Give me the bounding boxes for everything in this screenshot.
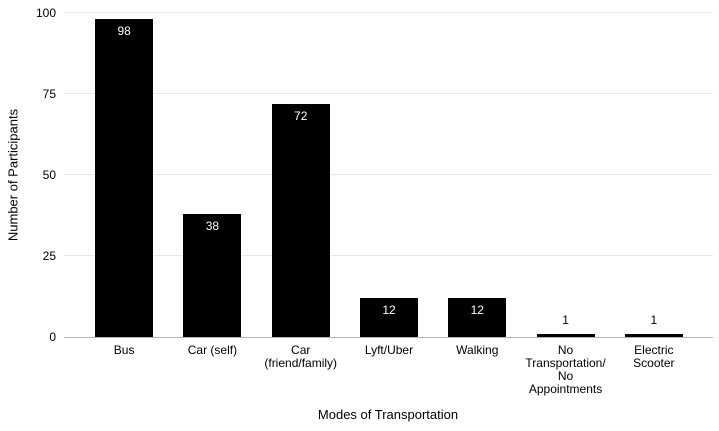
category-label-car-self: Car (self) bbox=[168, 344, 256, 396]
category-label-line: Scooter bbox=[633, 356, 675, 370]
category-label-line: Appointments bbox=[528, 382, 603, 396]
y-tick-label-100: 100 bbox=[35, 6, 56, 20]
bar-value-label: 12 bbox=[382, 303, 396, 317]
bar-value-label: 38 bbox=[205, 219, 220, 233]
category-label-line: Car bbox=[291, 343, 311, 357]
category-label-lyft-uber: Lyft/Uber bbox=[345, 344, 433, 396]
gridline-y-50 bbox=[64, 174, 713, 175]
bar-walking: 12 bbox=[448, 298, 507, 337]
y-tick-label-0: 0 bbox=[49, 330, 56, 344]
category-label-line: No bbox=[557, 369, 574, 383]
bar-value-label: 1 bbox=[650, 313, 658, 327]
gridline-y-25 bbox=[64, 255, 713, 256]
bar-no-transportation-no-appointments bbox=[536, 334, 595, 337]
y-axis-tick-labels: 0 25 50 75 100 bbox=[0, 6, 56, 344]
bar-car-self: 38 bbox=[183, 214, 242, 337]
y-tick-label-75: 75 bbox=[42, 87, 56, 101]
bar-value-label: 98 bbox=[117, 24, 131, 38]
gridline-y-75 bbox=[64, 93, 713, 94]
bar-bus: 98 bbox=[95, 19, 154, 337]
gridline-y-100 bbox=[64, 12, 713, 13]
category-label-no-transportation-no-appointments: No Transportation/No Appointments bbox=[521, 344, 609, 396]
bar-value-label: 12 bbox=[470, 303, 484, 317]
y-tick-label-25: 25 bbox=[42, 249, 56, 263]
y-tick-label-50: 50 bbox=[42, 168, 56, 182]
category-label-line: Electric bbox=[634, 343, 674, 357]
category-label-walking: Walking bbox=[433, 344, 521, 396]
bar-value-label: 72 bbox=[294, 109, 308, 123]
bar-electric-scooter bbox=[624, 334, 683, 337]
category-label-line: Car (self) bbox=[187, 343, 238, 357]
category-label-line: Lyft/Uber bbox=[364, 343, 414, 357]
category-label-car-friend-family: Car (friend/family) bbox=[257, 344, 345, 396]
category-label-electric-scooter: Electric Scooter bbox=[610, 344, 698, 396]
bar-lyft-uber: 12 bbox=[360, 298, 418, 337]
plot-area: 98 38 72 12 12 1 1 bbox=[64, 12, 713, 338]
x-axis-category-labels: Bus Car (self) Car (friend/family) Lyft/Uber… bbox=[80, 344, 698, 396]
category-label-line: Transportation/ bbox=[525, 356, 606, 370]
category-label-bus: Bus bbox=[80, 344, 168, 396]
category-label-line: No bbox=[557, 343, 574, 357]
x-axis-title: Modes of Transportation bbox=[317, 407, 459, 422]
category-label-line: Bus bbox=[113, 343, 135, 357]
bar-value-label: 1 bbox=[562, 313, 569, 327]
category-label-line: (friend/family) bbox=[264, 356, 338, 370]
x-axis-line bbox=[64, 337, 713, 338]
category-label-line: Walking bbox=[456, 343, 499, 357]
bar-car-friend-family: 72 bbox=[271, 104, 330, 337]
